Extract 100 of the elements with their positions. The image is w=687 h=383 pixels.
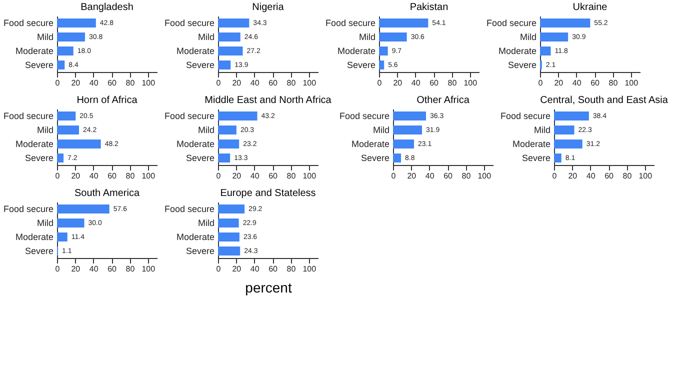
x-tick-label: 40 xyxy=(411,78,421,88)
chart-title: Ukraine xyxy=(572,2,608,13)
y-tick-label: Moderate xyxy=(176,232,214,242)
y-tick-label: Mild xyxy=(520,32,536,42)
x-tick-label: 80 xyxy=(126,172,136,180)
bar xyxy=(218,204,245,214)
y-tick-label: Severe xyxy=(346,60,376,70)
x-tick-label: 0 xyxy=(216,264,222,274)
x-tick-label: 40 xyxy=(89,264,99,274)
x-tick-label: 0 xyxy=(55,78,60,88)
y-tick-label: Severe xyxy=(186,153,214,163)
y-tick-label: Severe xyxy=(508,60,536,70)
x-tick-label: 20 xyxy=(71,78,81,88)
bar xyxy=(379,32,407,42)
x-tick-label: 40 xyxy=(89,78,99,88)
x-tick-label: 20 xyxy=(568,172,578,180)
x-axis-title: percent xyxy=(245,280,292,296)
chart-title: South America xyxy=(74,188,140,199)
chart-title: Europe and Stateless xyxy=(220,188,316,199)
y-tick-label: Moderate xyxy=(337,46,376,56)
y-tick-label: Mild xyxy=(198,125,214,135)
bar xyxy=(393,126,422,134)
bar xyxy=(379,18,428,28)
bar xyxy=(57,32,85,42)
y-tick-label: Mild xyxy=(36,218,54,228)
x-tick-label: 20 xyxy=(71,264,81,274)
y-tick-label: Food secure xyxy=(339,111,390,121)
bar xyxy=(218,46,243,56)
bar xyxy=(57,204,110,214)
x-tick-label: 20 xyxy=(554,78,564,88)
chart-title: Horn of Africa xyxy=(76,95,138,106)
x-tick-label: 100 xyxy=(478,172,492,180)
bar xyxy=(57,218,84,228)
x-tick-label: 40 xyxy=(89,172,99,180)
x-tick-label: 40 xyxy=(250,78,260,88)
x-tick-label: 20 xyxy=(232,172,242,180)
x-tick-label: 100 xyxy=(142,264,156,274)
chart-title: Middle East and North Africa xyxy=(204,95,332,106)
y-tick-label: Food secure xyxy=(500,111,550,121)
y-tick-label: Moderate xyxy=(176,46,214,56)
x-tick-label: 100 xyxy=(302,172,317,180)
bar xyxy=(379,46,388,56)
bar xyxy=(218,218,239,228)
y-tick-label: Severe xyxy=(522,153,550,163)
x-tick-label: 100 xyxy=(302,264,317,274)
chart-title: Other Africa xyxy=(416,95,470,106)
chart-title: Pakistan xyxy=(410,2,448,13)
bar xyxy=(218,232,240,242)
y-tick-label: Moderate xyxy=(498,46,536,56)
chart-title: Nigeria xyxy=(252,2,284,13)
y-tick-label: Moderate xyxy=(176,139,214,149)
y-tick-label: Severe xyxy=(24,153,54,163)
bar xyxy=(554,140,582,148)
x-tick-label: 20 xyxy=(232,78,242,88)
x-tick-label: 0 xyxy=(55,264,60,274)
chart-title: Bangladesh xyxy=(80,2,134,13)
bar xyxy=(218,126,236,134)
y-tick-label: Severe xyxy=(360,153,390,163)
bar xyxy=(218,32,240,42)
bar xyxy=(218,246,240,256)
bar xyxy=(554,154,562,162)
bar xyxy=(57,60,65,70)
y-tick-label: Mild xyxy=(372,125,390,135)
x-tick-label: 0 xyxy=(216,172,222,180)
x-tick-label: 60 xyxy=(590,78,600,88)
y-tick-label: Severe xyxy=(186,60,214,70)
x-tick-label: 60 xyxy=(444,172,454,180)
bar xyxy=(218,140,240,148)
y-tick-label: Mild xyxy=(358,32,376,42)
y-tick-label: Food secure xyxy=(164,111,214,121)
y-tick-label: Food secure xyxy=(164,18,214,28)
bar xyxy=(554,112,589,120)
y-tick-label: Food secure xyxy=(486,18,536,28)
x-tick-label: 60 xyxy=(268,172,278,180)
bar xyxy=(57,126,79,134)
y-tick-label: Mild xyxy=(198,32,214,42)
x-tick-label: 0 xyxy=(538,78,544,88)
bar xyxy=(57,232,68,242)
bar xyxy=(379,60,384,70)
y-tick-label: Severe xyxy=(24,60,54,70)
bar xyxy=(218,154,230,162)
y-tick-label: Severe xyxy=(24,246,54,256)
y-tick-label: Mild xyxy=(534,125,550,135)
x-tick-label: 40 xyxy=(425,172,435,180)
y-tick-label: Food secure xyxy=(3,111,54,121)
x-tick-label: 0 xyxy=(391,172,396,180)
y-tick-label: Mild xyxy=(198,218,214,228)
bar xyxy=(57,154,64,162)
y-tick-label: Food secure xyxy=(325,18,376,28)
x-tick-label: 80 xyxy=(126,264,136,274)
bar xyxy=(393,112,426,120)
x-tick-label: 80 xyxy=(448,78,458,88)
x-tick-label: 40 xyxy=(586,172,596,180)
x-tick-label: 20 xyxy=(407,172,417,180)
bar xyxy=(540,32,568,42)
x-tick-label: 100 xyxy=(464,78,478,88)
x-tick-label: 80 xyxy=(286,78,296,88)
x-tick-label: 20 xyxy=(71,172,81,180)
x-tick-label: 60 xyxy=(604,172,614,180)
x-tick-label: 0 xyxy=(377,78,382,88)
